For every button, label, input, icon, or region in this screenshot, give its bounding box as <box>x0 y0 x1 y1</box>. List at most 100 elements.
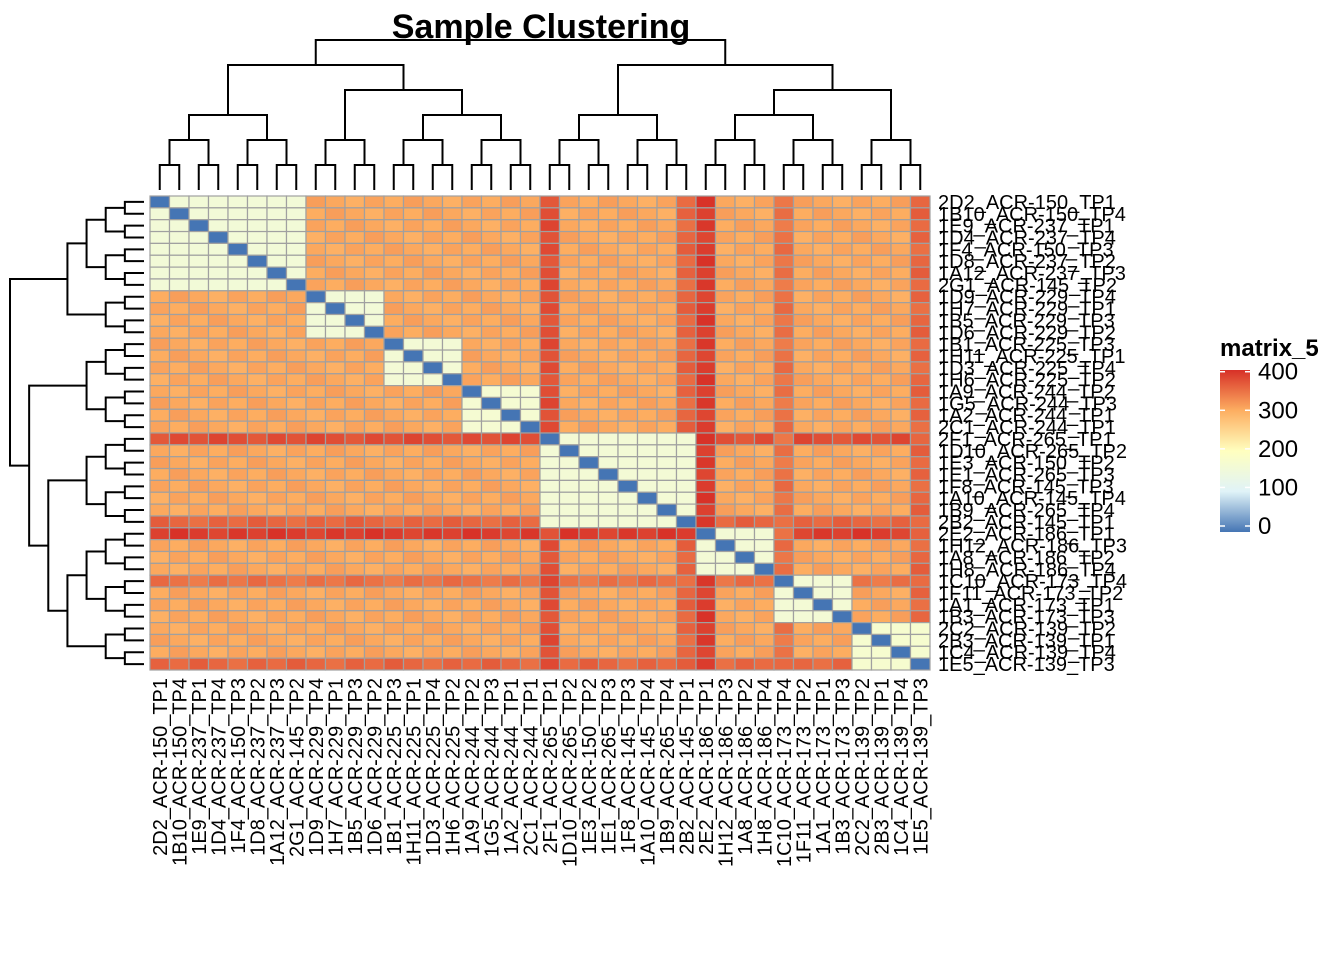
heatmap-cell <box>207 385 229 399</box>
heatmap-cell <box>363 325 385 339</box>
dendrogram-branch <box>123 509 144 523</box>
heatmap-cell <box>461 527 483 541</box>
heatmap-cell <box>578 207 600 221</box>
heatmap-cell <box>168 349 190 363</box>
heatmap-cell <box>734 420 756 434</box>
heatmap-cell <box>246 645 268 659</box>
heatmap-cell <box>344 325 366 339</box>
heatmap-cell <box>422 313 444 327</box>
heatmap-cell <box>558 550 580 564</box>
heatmap-cell <box>831 396 853 410</box>
heatmap-cell <box>168 598 190 612</box>
heatmap-cell <box>383 242 405 256</box>
heatmap-cell <box>539 456 561 470</box>
heatmap-cell <box>363 385 385 399</box>
heatmap-cell <box>851 385 873 399</box>
heatmap-cell <box>344 408 366 422</box>
heatmap-cell <box>656 325 678 339</box>
heatmap-cell <box>870 349 892 363</box>
heatmap-cell <box>792 479 814 493</box>
heatmap-cell <box>831 195 853 209</box>
heatmap-cell <box>441 254 463 268</box>
heatmap-cell <box>422 396 444 410</box>
heatmap-cell <box>539 207 561 221</box>
heatmap-cell <box>441 586 463 600</box>
heatmap-cell <box>246 539 268 553</box>
heatmap-cell <box>812 456 834 470</box>
column-labels: 2D2_ACR-150_TP11B10_ACR-150_TP41E9_ACR-2… <box>150 678 933 867</box>
column-label: 1B1_ACR-225_TP3 <box>384 678 406 855</box>
heatmap-cell <box>227 278 249 292</box>
heatmap-cell <box>753 598 775 612</box>
heatmap-cell <box>539 408 561 422</box>
heatmap-cell <box>480 657 502 671</box>
heatmap-cell <box>324 385 346 399</box>
heatmap-cell <box>207 598 229 612</box>
heatmap-cell <box>734 645 756 659</box>
heatmap-cell <box>441 349 463 363</box>
heatmap-cell <box>149 313 171 327</box>
heatmap-cell <box>870 420 892 434</box>
heatmap-cell <box>597 195 619 209</box>
heatmap-cell <box>851 373 873 387</box>
heatmap-cell <box>656 515 678 529</box>
heatmap-cell <box>695 562 717 576</box>
heatmap-cell <box>441 373 463 387</box>
heatmap-cell <box>792 207 814 221</box>
heatmap-cell <box>578 586 600 600</box>
heatmap-cell <box>578 610 600 624</box>
heatmap-cell <box>753 562 775 576</box>
heatmap-cell <box>909 586 931 600</box>
heatmap-cell <box>792 290 814 304</box>
heatmap-cell <box>383 479 405 493</box>
heatmap-cell <box>344 444 366 458</box>
heatmap-cell <box>636 562 658 576</box>
heatmap-cell <box>734 278 756 292</box>
heatmap-cell <box>519 420 541 434</box>
heatmap-cell <box>422 290 444 304</box>
heatmap-cell <box>519 503 541 517</box>
heatmap-cell <box>246 266 268 280</box>
heatmap-cell <box>480 195 502 209</box>
heatmap-cell <box>149 337 171 351</box>
heatmap-cell <box>461 432 483 446</box>
heatmap-cell <box>890 432 912 446</box>
heatmap-cell <box>344 349 366 363</box>
heatmap-cell <box>695 313 717 327</box>
heatmap-cell <box>578 325 600 339</box>
dendrogram-branch <box>743 164 766 190</box>
heatmap-cell <box>753 610 775 624</box>
heatmap-cell <box>168 361 190 375</box>
heatmap-cell <box>890 550 912 564</box>
heatmap-cell <box>558 479 580 493</box>
heatmap-cell <box>441 515 463 529</box>
heatmap-cell <box>792 467 814 481</box>
heatmap-cell <box>890 325 912 339</box>
heatmap-cell <box>870 610 892 624</box>
heatmap-cell <box>383 444 405 458</box>
heatmap-cell <box>461 539 483 553</box>
heatmap-cell <box>851 337 873 351</box>
dendrogram-branch <box>123 200 144 215</box>
heatmap-cell <box>285 337 307 351</box>
heatmap-cell <box>461 195 483 209</box>
heatmap-cell <box>851 278 873 292</box>
dendrogram-branch <box>587 164 610 190</box>
heatmap-cell <box>344 230 366 245</box>
heatmap-cell <box>851 290 873 304</box>
dendrogram-branch <box>104 633 125 660</box>
heatmap-cell <box>636 598 658 612</box>
dendrogram-branch <box>422 114 502 140</box>
heatmap-cell <box>831 467 853 481</box>
dendrogram-branch <box>665 164 688 190</box>
heatmap-cell <box>344 527 366 541</box>
heatmap-cell <box>402 657 424 671</box>
heatmap-cell <box>402 302 424 316</box>
heatmap-cell <box>578 373 600 387</box>
heatmap-cell <box>812 385 834 399</box>
heatmap-cell <box>461 657 483 671</box>
heatmap-cell <box>714 586 736 600</box>
heatmap-cell <box>383 396 405 410</box>
heatmap-cell <box>851 503 873 517</box>
heatmap-cell <box>597 491 619 505</box>
